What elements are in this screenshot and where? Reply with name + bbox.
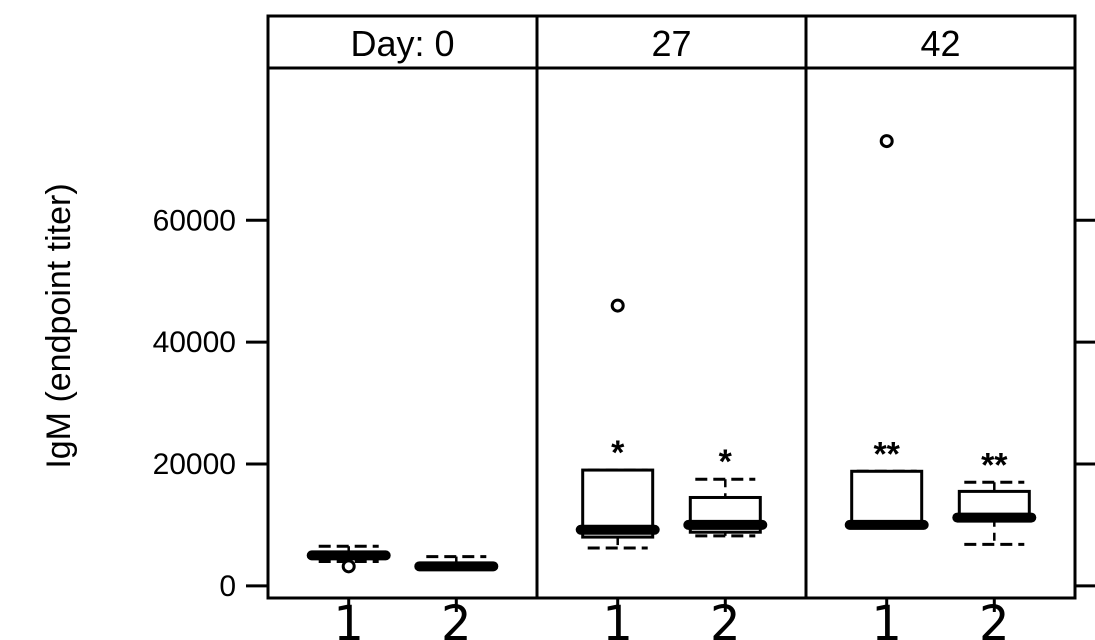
box-group: *1 [575,298,660,640]
x-tick-label: 2 [710,596,741,640]
box [850,469,924,527]
box-group: *2 [683,443,768,640]
y-tick-label: 20000 [153,448,236,481]
y-tick-label: 60000 [153,204,236,237]
strip-label: 27 [651,23,691,64]
strip-label: 42 [920,23,960,64]
significance-label: ** [873,435,900,473]
significance-label: ** [981,446,1008,484]
y-tick-label: 0 [219,570,236,603]
x-tick-label: 1 [333,596,364,640]
box-group: 1 [306,544,391,640]
x-tick-label: 2 [979,596,1010,640]
box-group: 2 [414,555,499,640]
outlier-point [610,298,625,313]
y-axis: 0 20000 40000 60000 [153,204,1095,603]
panels: Day: 01 227*1*242**1**2 [266,14,1077,640]
panel: Day: 0 1 2 [306,23,499,640]
x-tick-label: 1 [602,596,633,640]
x-tick-label: 2 [441,596,472,640]
significance-label: * [611,434,625,472]
y-tick-label: 40000 [153,326,236,359]
plot-frame [266,14,1077,600]
strip-label: Day: 0 [350,23,454,64]
y-axis-label: IgM (endpoint titer) [40,183,78,468]
panel: 42 ** 1 ** 2 [804,16,1037,640]
outlier-point [341,559,356,574]
box-group: ** 1 [844,134,929,640]
significance-label: * [719,443,733,481]
x-tick-label: 1 [871,596,902,640]
outlier-point [879,134,894,149]
panel: 27*1*2 [535,16,768,640]
box-group: ** 2 [952,446,1037,640]
